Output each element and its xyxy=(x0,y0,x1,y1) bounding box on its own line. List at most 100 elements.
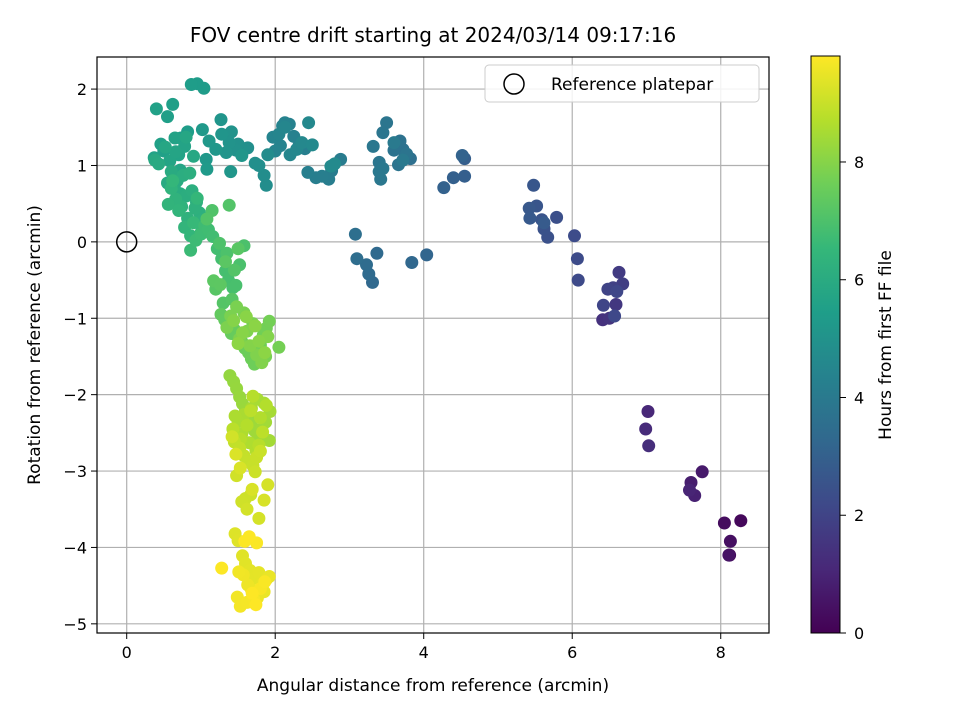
y-tick-label: 0 xyxy=(77,233,87,252)
data-point xyxy=(166,174,180,188)
data-point xyxy=(376,126,390,140)
data-point xyxy=(231,242,245,256)
data-point xyxy=(255,356,269,370)
legend-entry-reference: Reference platepar xyxy=(551,75,713,95)
data-point xyxy=(214,113,228,127)
colorbar-tick-label: 6 xyxy=(854,271,864,290)
data-point xyxy=(244,404,258,418)
data-point xyxy=(219,146,233,159)
data-point xyxy=(252,334,266,348)
data-point xyxy=(420,248,434,262)
data-point xyxy=(527,178,541,192)
data-point xyxy=(213,236,226,250)
data-point xyxy=(184,78,198,91)
plot-frame xyxy=(96,56,770,634)
data-point xyxy=(232,565,246,579)
data-point xyxy=(305,138,319,152)
legend: Reference platepar xyxy=(484,64,760,103)
data-point xyxy=(612,265,626,279)
x-axis-ticks: 0 2 4 6 8 xyxy=(122,633,726,662)
data-point xyxy=(215,127,229,141)
data-point xyxy=(350,252,364,266)
data-point xyxy=(240,502,254,516)
legend-marker-icon xyxy=(503,73,525,95)
data-point xyxy=(161,110,174,124)
data-point xyxy=(348,227,362,241)
data-point xyxy=(149,102,163,116)
data-point xyxy=(246,389,260,403)
data-point xyxy=(387,136,401,150)
data-point xyxy=(240,418,254,432)
data-point xyxy=(301,165,315,179)
data-point xyxy=(272,340,286,354)
data-point xyxy=(168,131,182,145)
data-point xyxy=(259,178,273,192)
data-point xyxy=(248,465,262,479)
colorbar-tick-label: 8 xyxy=(854,153,864,172)
data-point xyxy=(235,149,249,162)
data-point xyxy=(229,278,243,292)
data-point xyxy=(683,483,696,497)
data-point xyxy=(370,246,384,260)
data-point xyxy=(258,575,272,589)
data-point xyxy=(172,204,186,217)
data-point xyxy=(380,116,394,130)
data-point xyxy=(257,168,271,182)
data-point xyxy=(253,444,267,458)
data-point xyxy=(166,97,180,111)
data-point xyxy=(256,425,270,439)
colorbar-tick-label: 0 xyxy=(854,624,864,643)
data-point xyxy=(163,154,177,168)
colorbar-ticks: 0 2 4 6 8 xyxy=(840,153,864,643)
data-point xyxy=(213,278,227,292)
data-point xyxy=(190,191,204,205)
data-point xyxy=(302,116,316,130)
y-tick-label: −4 xyxy=(63,538,87,557)
data-point xyxy=(455,149,469,162)
colorbar: 0 2 4 6 8 Hours from first FF file xyxy=(810,55,896,643)
data-point xyxy=(437,181,451,195)
data-point xyxy=(734,514,748,528)
data-point xyxy=(396,153,410,167)
data-point xyxy=(523,211,537,225)
y-tick-label: −3 xyxy=(63,462,87,481)
data-point xyxy=(229,447,243,461)
data-point xyxy=(596,298,610,312)
plot-background xyxy=(97,57,769,633)
data-point xyxy=(152,157,166,171)
data-point xyxy=(261,478,275,492)
data-point xyxy=(225,430,239,444)
data-point xyxy=(360,258,373,272)
y-tick-label: 2 xyxy=(77,80,87,99)
data-point xyxy=(537,216,551,230)
plot-area: 0 2 4 6 8 −5 −4 −3 −2 −1 0 1 2 xyxy=(63,56,770,662)
data-point xyxy=(248,156,262,170)
data-point xyxy=(227,314,241,328)
y-axis-label: Rotation from reference (arcmin) xyxy=(25,205,45,485)
data-point xyxy=(278,120,292,134)
data-point xyxy=(224,125,238,139)
data-point xyxy=(610,285,624,298)
data-point xyxy=(179,130,193,144)
colorbar-tick-label: 2 xyxy=(854,506,864,525)
data-point xyxy=(187,216,200,230)
x-tick-label: 2 xyxy=(270,643,280,662)
data-point xyxy=(183,166,197,180)
y-tick-label: −2 xyxy=(63,386,87,405)
data-point xyxy=(259,398,273,412)
data-point xyxy=(608,309,622,323)
data-point xyxy=(571,273,585,287)
y-axis-ticks: −5 −4 −3 −2 −1 0 1 2 xyxy=(63,80,97,634)
data-point xyxy=(723,534,737,548)
data-point xyxy=(158,140,172,154)
data-point xyxy=(227,263,241,277)
data-point xyxy=(236,326,249,340)
data-point xyxy=(224,165,238,179)
legend-box xyxy=(484,64,760,103)
data-point xyxy=(258,346,272,360)
data-point xyxy=(238,534,252,548)
x-axis-label: Angular distance from reference (arcmin) xyxy=(257,676,609,696)
y-tick-label: 1 xyxy=(77,156,87,175)
data-point xyxy=(245,482,259,496)
data-point xyxy=(446,171,460,185)
